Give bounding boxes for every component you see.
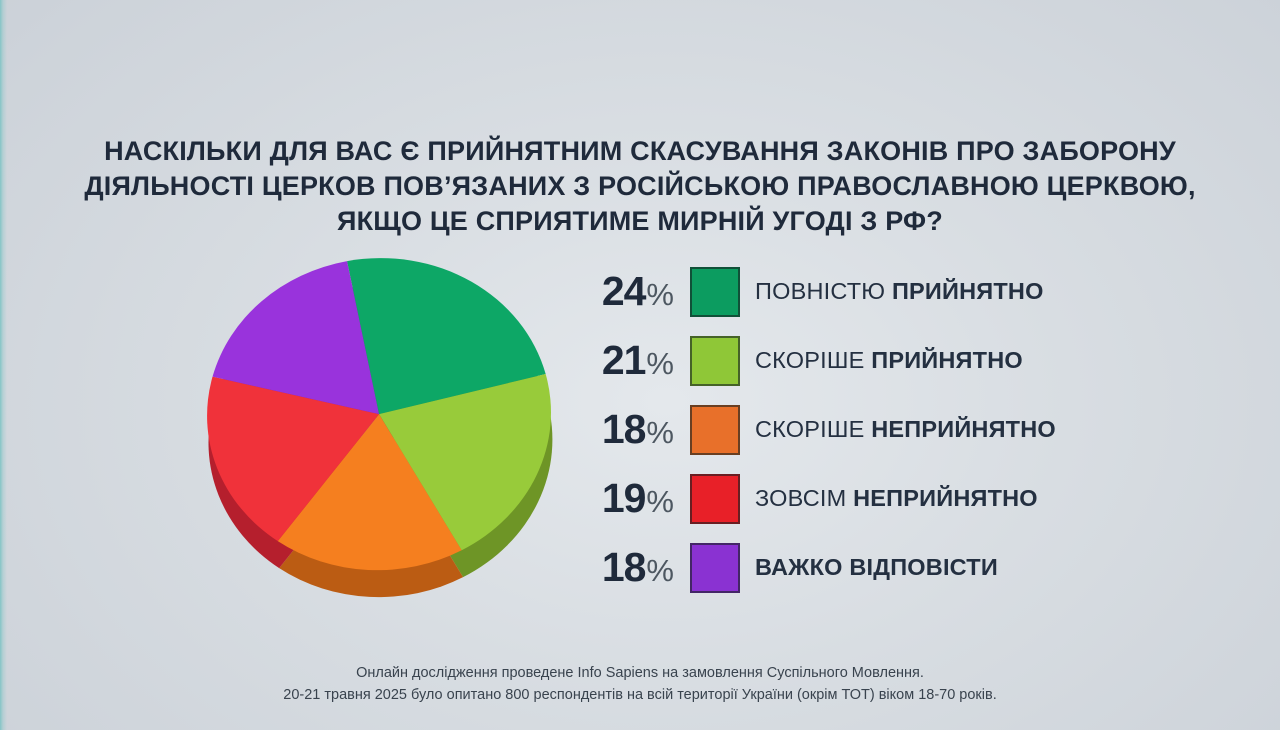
source-note-line-1: Онлайн дослідження проведене Info Sapien… — [356, 665, 924, 681]
left-edge-accent — [0, 0, 7, 730]
legend-item: 18% ВАЖКО ВІДПОВІСТИ — [578, 542, 1138, 593]
title-line-1: НАСКІЛЬКИ ДЛЯ ВАС Є ПРИЙНЯТНИМ СКАСУВАНН… — [104, 136, 1176, 166]
survey-question-title: НАСКІЛЬКИ ДЛЯ ВАС Є ПРИЙНЯТНИМ СКАСУВАНН… — [50, 134, 1230, 239]
source-note: Онлайн дослідження проведене Info Sapien… — [90, 662, 1190, 706]
title-line-3: ЯКЩО ЦЕ СПРИЯТИМЕ МИРНІЙ УГОДІ З РФ? — [336, 206, 943, 236]
legend-percent: 18% — [601, 406, 674, 452]
pie-slice — [277, 414, 462, 571]
legend: 24% ПОВНІСТЮ ПРИЙНЯТНО 21% СКОРІШЕ ПРИЙН… — [578, 266, 1138, 593]
pie-slice — [207, 376, 380, 542]
source-note-line-2: 20-21 травня 2025 було опитано 800 респо… — [283, 687, 997, 703]
legend-label: ЗОВСІМ НЕПРИЙНЯТНО — [755, 485, 1038, 511]
pie-slice — [347, 258, 546, 415]
pie-chart — [193, 241, 572, 624]
legend-percent: 21% — [601, 337, 674, 383]
percent-sign: % — [646, 553, 674, 588]
pie-chart-svg — [207, 258, 553, 598]
legend-label: СКОРІШЕ НЕПРИЙНЯТНО — [755, 416, 1056, 442]
legend-color-swatch — [690, 473, 740, 524]
legend-label: ПОВНІСТЮ ПРИЙНЯТНО — [755, 278, 1044, 304]
legend-color-swatch — [690, 542, 740, 593]
pie-slice — [212, 261, 380, 415]
legend-item: 18% СКОРІШЕ НЕПРИЙНЯТНО — [578, 404, 1138, 455]
legend-item: 19% ЗОВСІМ НЕПРИЙНЯТНО — [578, 473, 1138, 524]
legend-item: 24% ПОВНІСТЮ ПРИЙНЯТНО — [578, 266, 1138, 317]
pie-slice — [379, 373, 551, 551]
percent-sign: % — [646, 277, 674, 312]
legend-percent: 18% — [601, 544, 674, 590]
legend-percent: 24% — [601, 268, 674, 314]
legend-percent: 19% — [601, 475, 674, 521]
legend-color-swatch — [690, 335, 740, 386]
legend-color-swatch — [690, 266, 740, 317]
percent-sign: % — [646, 415, 674, 450]
title-line-2: ДІЯЛЬНОСТІ ЦЕРКОВ ПОВ’ЯЗАНИХ З РОСІЙСЬКО… — [84, 171, 1196, 201]
legend-label: ВАЖКО ВІДПОВІСТИ — [755, 554, 998, 580]
legend-item: 21% СКОРІШЕ ПРИЙНЯТНО — [578, 335, 1138, 386]
legend-label: СКОРІШЕ ПРИЙНЯТНО — [755, 347, 1023, 373]
legend-color-swatch — [690, 404, 740, 455]
percent-sign: % — [646, 484, 674, 519]
percent-sign: % — [646, 346, 674, 381]
